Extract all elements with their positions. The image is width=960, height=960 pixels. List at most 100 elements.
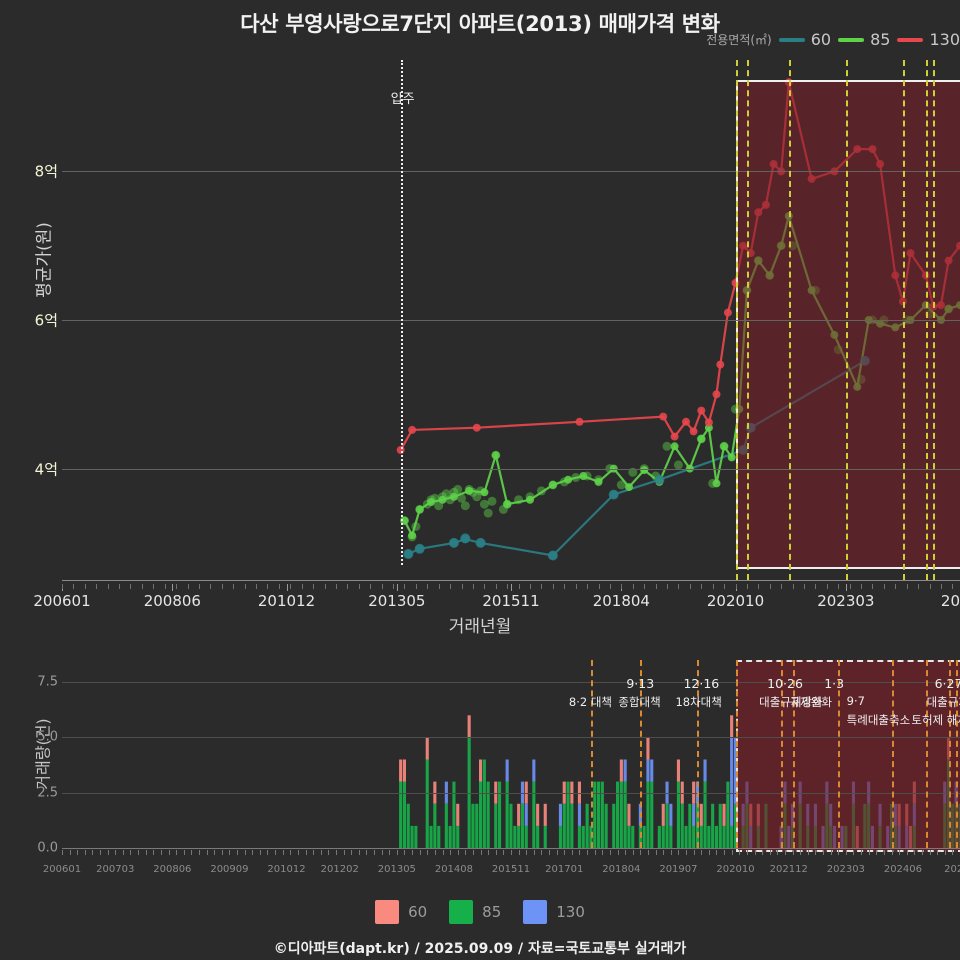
transaction-scatter-point[interactable] [582,471,592,481]
series-point-85[interactable] [625,483,633,492]
volume-bar-60[interactable] [479,759,483,782]
transaction-scatter-point[interactable] [514,495,524,505]
volume-bar-85[interactable] [562,803,566,848]
volume-bar-85[interactable] [494,803,498,848]
volume-bar-130[interactable] [505,759,509,782]
volume-bar-60[interactable] [570,781,574,804]
volume-bar-85[interactable] [669,825,673,848]
volume-bar-130[interactable] [524,803,528,826]
transaction-scatter-point[interactable] [571,473,581,482]
volume-bar-60[interactable] [536,803,540,826]
volume-bar-130[interactable] [692,803,696,826]
series-point-130[interactable] [716,360,725,369]
volume-bar-85[interactable] [585,803,589,848]
volume-legend-item-85[interactable]: 85 [449,900,501,924]
transaction-scatter-point[interactable] [464,484,474,494]
series-point-85[interactable] [640,466,649,475]
transaction-scatter-point[interactable] [616,480,626,490]
volume-bar-85[interactable] [726,781,730,848]
volume-bar-85[interactable] [505,781,509,848]
transaction-scatter-point[interactable] [662,441,672,451]
series-point-85[interactable] [670,442,679,451]
volume-bar-85[interactable] [676,781,680,848]
series-point-85[interactable] [579,472,588,480]
volume-bar-85[interactable] [593,781,597,848]
series-point-130[interactable] [472,423,481,432]
volume-bar-85[interactable] [558,825,562,848]
volume-bar-85[interactable] [517,825,521,848]
series-point-130[interactable] [697,406,706,415]
transaction-scatter-point[interactable] [559,477,569,487]
volume-bar-85[interactable] [524,825,528,848]
volume-bar-130[interactable] [532,759,536,782]
series-point-130[interactable] [659,412,668,421]
volume-bar-85[interactable] [509,803,513,848]
volume-bar-60[interactable] [627,803,631,826]
volume-bar-60[interactable] [661,803,665,826]
volume-legend-item-130[interactable]: 130 [523,900,585,924]
transaction-scatter-point-60[interactable] [654,474,665,485]
volume-bar-60[interactable] [722,803,726,826]
transaction-scatter-point[interactable] [487,496,497,506]
volume-bar-85[interactable] [597,781,601,848]
volume-bar-85[interactable] [452,781,456,848]
volume-bar-60[interactable] [680,781,684,804]
volume-bar-85[interactable] [703,781,707,848]
volume-bar-130[interactable] [623,759,627,782]
series-point-130[interactable] [682,417,690,426]
volume-bar-60[interactable] [399,759,403,782]
volume-bar-60[interactable] [577,781,581,804]
volume-bar-130[interactable] [638,803,642,826]
transaction-scatter-point[interactable] [453,484,463,494]
volume-bar-85[interactable] [627,825,631,848]
series-point-85[interactable] [697,434,706,443]
volume-bar-85[interactable] [638,825,642,848]
transaction-scatter-point[interactable] [426,495,436,505]
volume-bar-60[interactable] [619,759,623,782]
volume-bar-85[interactable] [730,825,734,848]
volume-bar-85[interactable] [699,825,703,848]
transaction-scatter-point[interactable] [479,499,489,509]
volume-bar-60[interactable] [730,715,734,738]
series-point-85[interactable] [503,500,512,509]
series-point-85[interactable] [491,451,500,460]
volume-bar-85[interactable] [688,803,692,848]
transaction-scatter-point[interactable] [476,486,486,496]
transaction-scatter-point[interactable] [628,467,638,477]
transaction-scatter-point[interactable] [696,434,706,444]
volume-bar-60[interactable] [646,737,650,760]
transaction-scatter-point[interactable] [548,480,558,490]
volume-bar-85[interactable] [619,781,623,848]
series-point-130[interactable] [723,308,732,317]
transaction-scatter-point[interactable] [441,489,451,499]
volume-bar-85[interactable] [570,803,574,848]
volume-bar-60[interactable] [456,803,460,826]
transaction-scatter-point[interactable] [498,504,508,514]
volume-bar-85[interactable] [604,803,608,848]
series-point-130[interactable] [408,425,417,434]
volume-bar-85[interactable] [657,825,661,848]
series-point-85[interactable] [438,495,447,504]
transaction-scatter-point[interactable] [536,486,546,496]
volume-bar-130[interactable] [520,781,524,804]
series-point-85[interactable] [727,453,736,462]
volume-bar-85[interactable] [680,803,684,848]
volume-bar-60[interactable] [467,715,471,738]
transaction-scatter-point[interactable] [525,492,535,502]
volume-bar-85[interactable] [429,825,433,848]
series-point-130[interactable] [704,418,713,427]
volume-bar-85[interactable] [532,781,536,848]
volume-bar-85[interactable] [612,803,616,848]
transaction-scatter-point[interactable] [491,450,501,460]
series-point-85[interactable] [564,475,573,484]
volume-bar-85[interactable] [498,781,502,848]
series-point-85[interactable] [449,492,458,501]
volume-bar-85[interactable] [467,737,471,848]
transaction-scatter-point[interactable] [411,522,421,531]
transaction-scatter-point-60[interactable] [414,543,425,554]
transaction-scatter-point-60[interactable] [547,550,558,561]
transaction-scatter-point[interactable] [434,501,444,511]
volume-bar-85[interactable] [631,825,635,848]
volume-bar-85[interactable] [684,825,688,848]
volume-bar-85[interactable] [425,759,429,849]
